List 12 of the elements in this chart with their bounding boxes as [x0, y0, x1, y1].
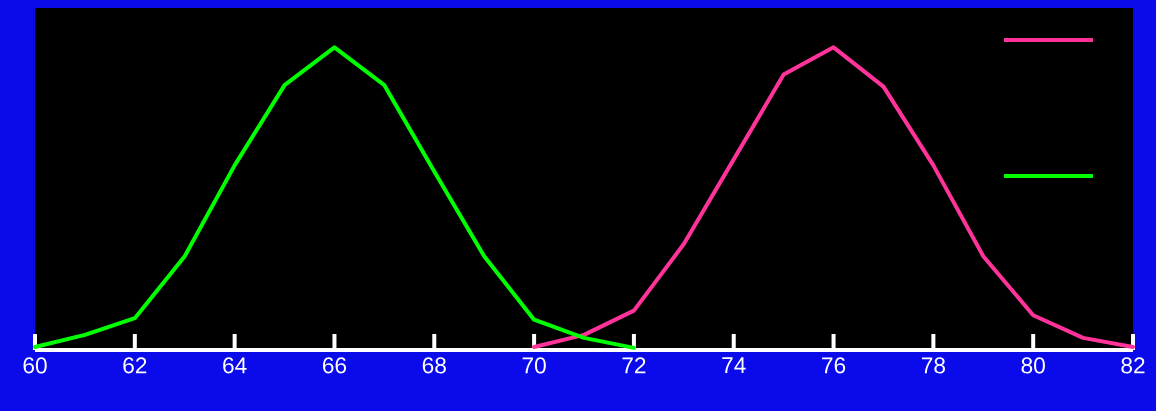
x-tick-label: 82 [1121, 357, 1145, 374]
x-tick-label: 62 [123, 357, 147, 374]
x-tick-label: 70 [522, 357, 546, 374]
x-tick-label: 60 [23, 357, 47, 374]
x-tick-label: 76 [822, 357, 846, 374]
x-tick-label: 80 [1021, 357, 1045, 374]
x-tick-label: 68 [422, 357, 446, 374]
x-tick-label: 74 [722, 357, 746, 373]
x-tick-label: 78 [921, 357, 945, 374]
x-tick-label: 66 [323, 357, 347, 374]
x-tick-label: 64 [223, 357, 247, 374]
x-tick-label: 72 [622, 357, 646, 374]
